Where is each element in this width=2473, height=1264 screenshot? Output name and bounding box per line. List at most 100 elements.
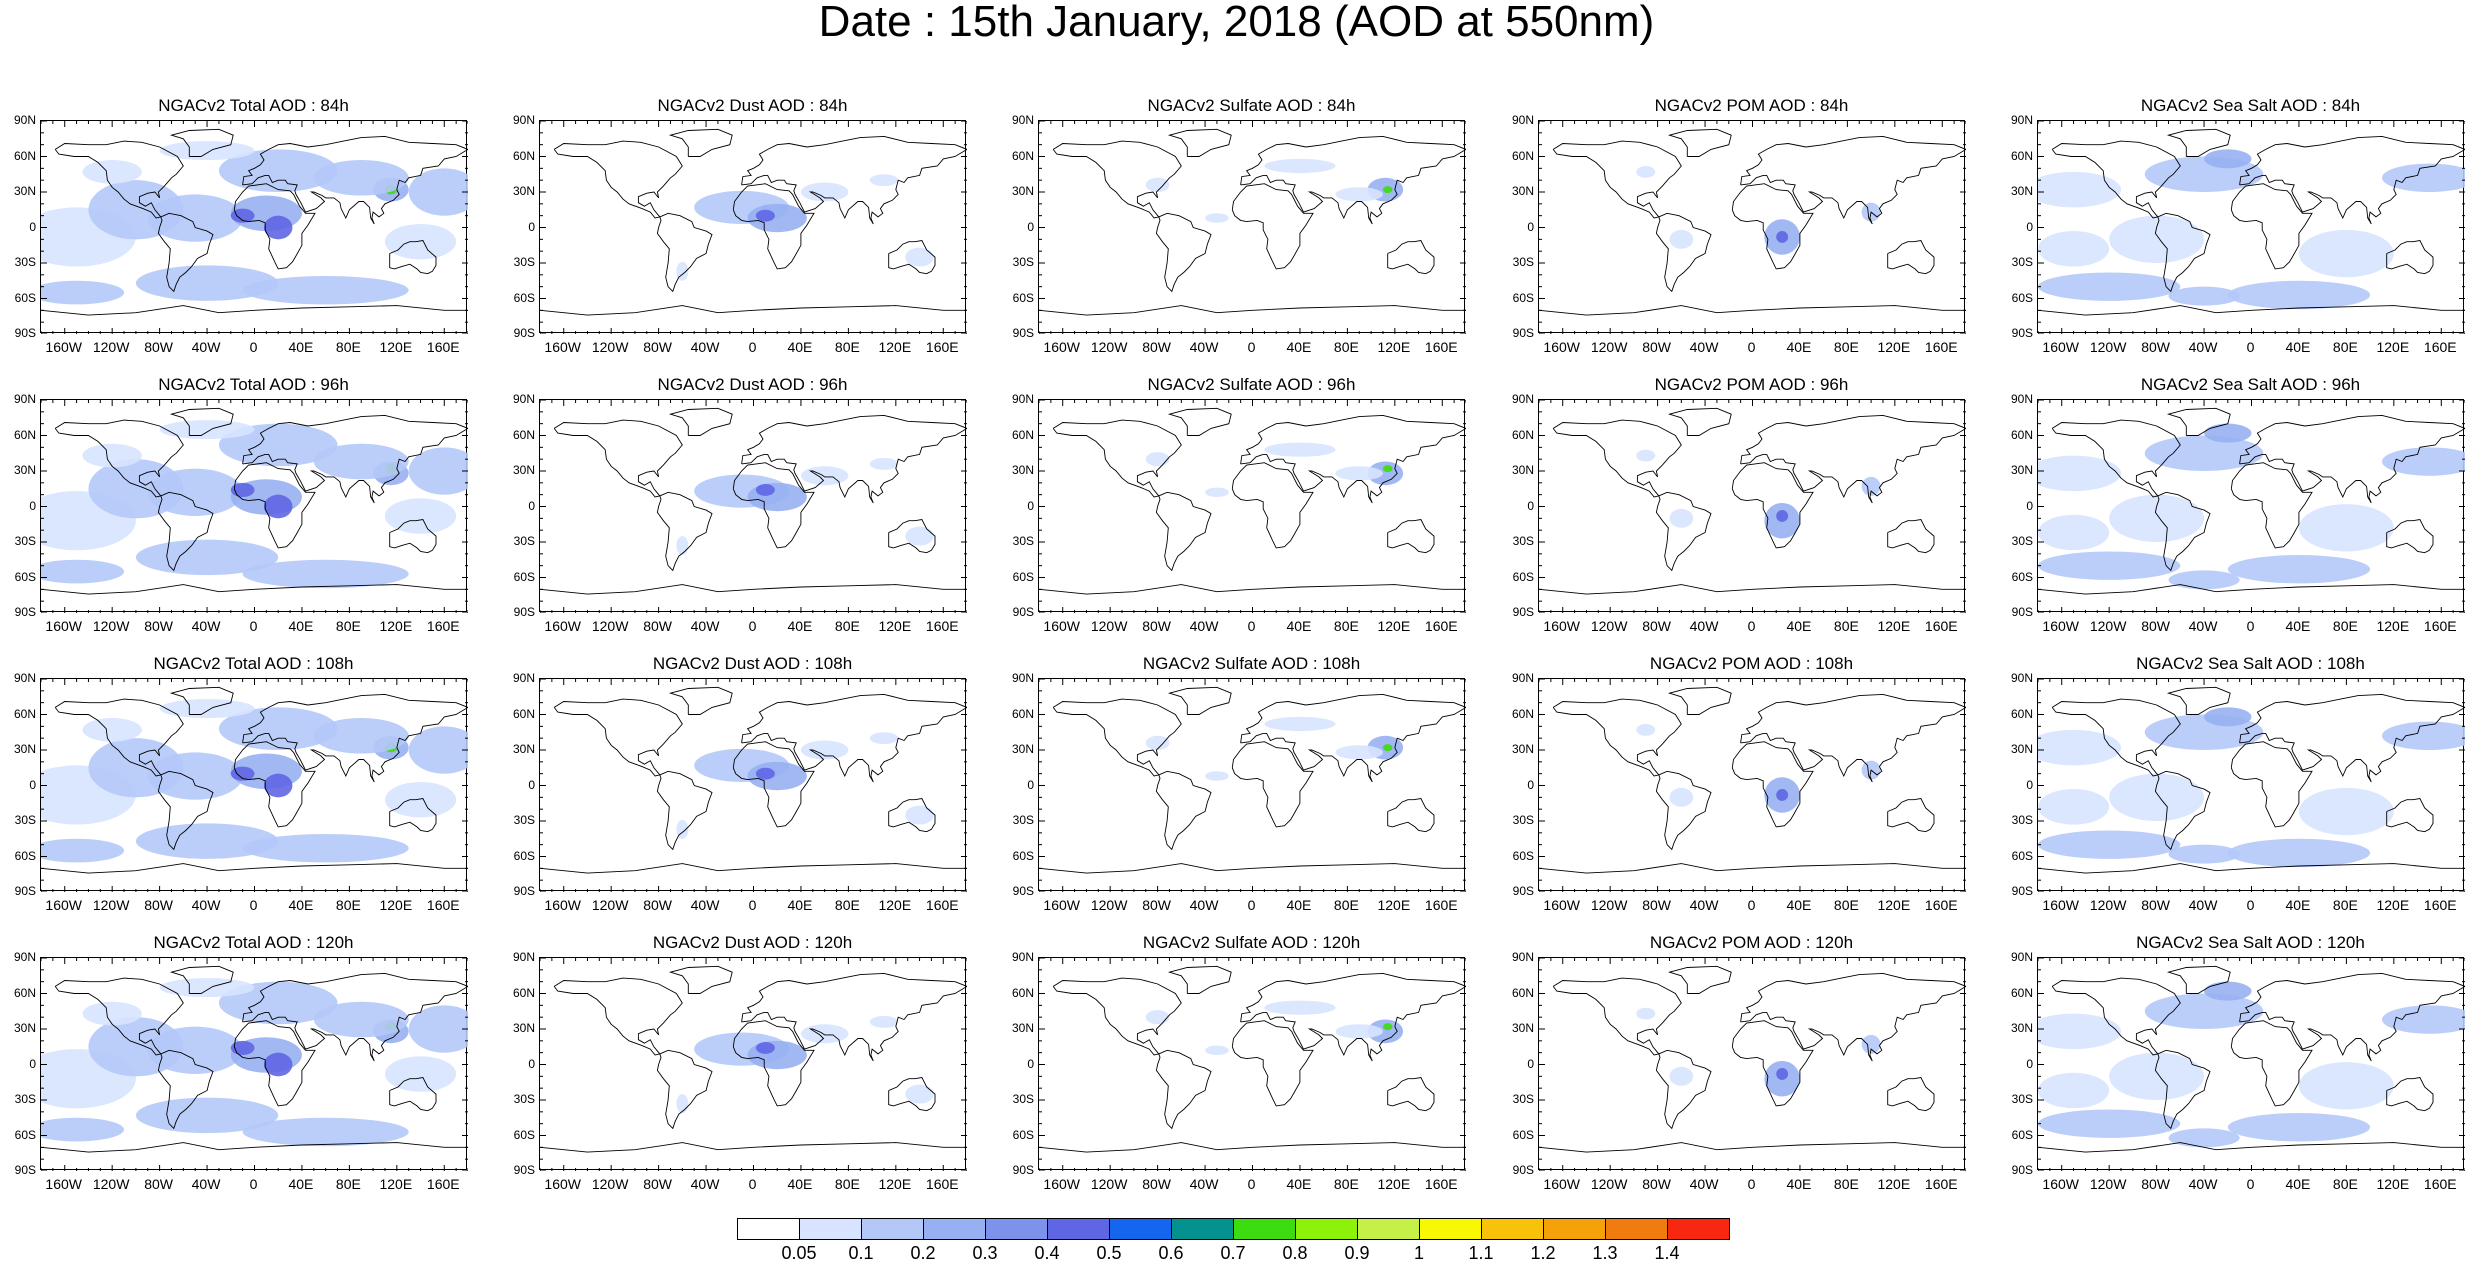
lon-tick-label: 40W: [1189, 897, 1219, 913]
map-panel-seasalt: [2037, 678, 2465, 892]
coastline: [1387, 519, 1435, 554]
coastline: [2230, 183, 2313, 270]
lat-tick-label: 30N: [512, 463, 535, 477]
coastline: [1887, 798, 1935, 833]
lon-tick-label: 120E: [2376, 339, 2410, 355]
aod-field: [135, 539, 279, 576]
lat-tick-label: 0: [1527, 1056, 1534, 1071]
lon-tick-label: 40W: [2188, 618, 2218, 634]
lat-tick-label: 60N: [1511, 148, 1534, 163]
aod-field: [1264, 1000, 1336, 1015]
aod-field: [2038, 1109, 2181, 1138]
aod-field: [1335, 466, 1383, 481]
aod-field: [82, 718, 142, 742]
colorbar-label: 0.2: [910, 1243, 936, 1263]
coastline: [888, 519, 936, 554]
aod-field: [2038, 231, 2110, 267]
lat-tick-label: 60N: [1511, 427, 1534, 442]
coastline: [1667, 128, 1732, 157]
aod-field: [755, 209, 775, 222]
lon-tick-label: 0: [249, 339, 258, 355]
coastline: [1887, 240, 1935, 275]
panel-title: NGACv2 POM AOD : 120h: [1649, 933, 1854, 952]
lon-tick-label: 120E: [379, 1176, 413, 1192]
lon-tick-label: 80W: [2141, 339, 2170, 355]
aod-field: [2109, 494, 2205, 542]
lon-tick-label: 80W: [1142, 897, 1171, 913]
panel-title: NGACv2 Sea Salt AOD : 84h: [2140, 96, 2361, 115]
lon-tick-label: 120W: [591, 1176, 629, 1192]
lon-tick-label: 160W: [544, 339, 581, 355]
lon-tick-label: 80E: [1833, 1176, 1859, 1192]
lon-tick-label: 120W: [92, 618, 130, 634]
lon-tick-label: 80E: [834, 1176, 860, 1192]
coastline: [1167, 686, 1232, 715]
lat-tick-label: 60N: [13, 427, 36, 442]
coastline: [1667, 407, 1732, 436]
lat-tick-label: 30S: [1512, 813, 1534, 827]
lon-tick-label: 160W: [1543, 339, 1580, 355]
coastline: [540, 305, 967, 316]
lon-tick-label: 120W: [92, 897, 130, 913]
world-map: [2038, 958, 2465, 1171]
lat-tick-label: 90S: [1012, 1163, 1034, 1177]
lon-tick-label: 160W: [544, 897, 581, 913]
aod-field: [263, 215, 293, 240]
coastline: [668, 128, 733, 157]
aod-field: [2109, 1052, 2205, 1100]
colorbar-swatch: [1605, 1218, 1668, 1240]
coastline: [1552, 977, 1682, 1056]
aod-field: [313, 443, 409, 480]
lat-tick-label: 30S: [1512, 1092, 1534, 1106]
world-map: [540, 400, 967, 613]
lat-tick-label: 60S: [2011, 848, 2033, 863]
lon-tick-label: 40W: [191, 618, 221, 634]
lat-tick-label: 30S: [1012, 1092, 1034, 1106]
panel-title: NGACv2 POM AOD : 96h: [1654, 375, 1849, 394]
coastline: [553, 698, 683, 777]
lat-tick-label: 60S: [14, 569, 36, 584]
panel-title: NGACv2 POM AOD : 108h: [1649, 654, 1854, 673]
world-map: [1039, 400, 1466, 613]
lon-tick-label: 160W: [45, 897, 82, 913]
aod-field: [1382, 186, 1393, 194]
lon-tick-label: 120W: [2089, 897, 2127, 913]
aod-field: [82, 1001, 142, 1026]
coastline: [1240, 135, 1466, 225]
aod-field: [1145, 1010, 1170, 1025]
aod-field: [1636, 165, 1656, 178]
lon-tick-label: 120W: [1590, 339, 1628, 355]
colorbar-swatch: [861, 1218, 924, 1240]
colorbar-label: 0.7: [1220, 1243, 1246, 1263]
coastline: [242, 972, 468, 1062]
aod-field: [2298, 229, 2394, 278]
lon-tick-label: 120W: [2089, 1176, 2127, 1192]
aod-field: [135, 265, 279, 301]
coastline: [2386, 519, 2434, 554]
lon-tick-label: 80E: [1333, 618, 1359, 634]
aod-field: [230, 208, 255, 223]
aod-field: [2038, 1072, 2110, 1109]
lon-tick-label: 160E: [2423, 897, 2457, 913]
world-map: [1539, 679, 1966, 892]
colorbar-label: 0.1: [848, 1243, 874, 1263]
aod-field: [41, 280, 125, 305]
map-panel-sulfate: [1038, 678, 1466, 892]
lon-tick-label: 120E: [379, 897, 413, 913]
coastline: [741, 414, 967, 504]
lon-tick-label: 40E: [787, 1176, 813, 1192]
lat-tick-label: 0: [1027, 219, 1034, 234]
coastline: [2230, 741, 2313, 828]
world-map: [1039, 679, 1466, 892]
aod-field: [869, 1015, 899, 1028]
coastline: [656, 770, 713, 851]
coastline: [668, 407, 733, 436]
coastline: [656, 212, 713, 293]
aod-field: [2038, 1013, 2122, 1050]
lat-tick-label: 30S: [2011, 813, 2033, 827]
world-map: [41, 400, 468, 613]
lon-tick-label: 80W: [1642, 897, 1671, 913]
lat-tick-label: 90N: [13, 113, 36, 127]
coastline: [1039, 863, 1466, 874]
world-map: [1539, 958, 1966, 1171]
